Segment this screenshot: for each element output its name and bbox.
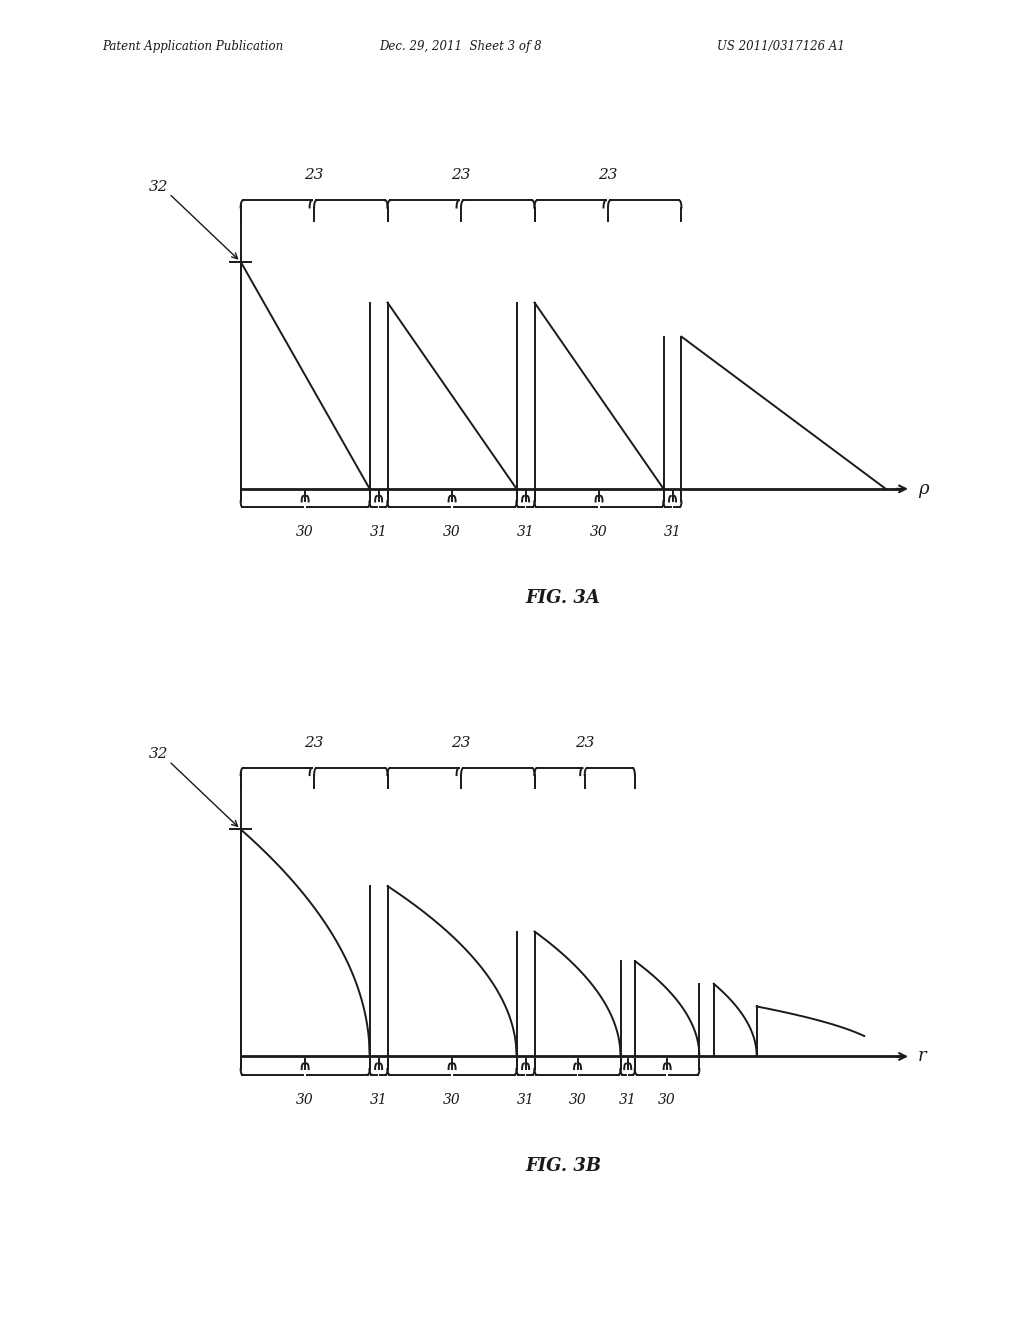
Text: ρ: ρ xyxy=(918,480,929,498)
Text: 23: 23 xyxy=(598,168,617,182)
Text: 23: 23 xyxy=(574,735,595,750)
Text: 30: 30 xyxy=(296,525,314,539)
Text: 30: 30 xyxy=(443,1093,461,1106)
Text: 30: 30 xyxy=(443,525,461,539)
Text: 32: 32 xyxy=(148,747,168,762)
Text: 31: 31 xyxy=(370,1093,387,1106)
Text: 23: 23 xyxy=(304,735,324,750)
Text: 31: 31 xyxy=(370,525,387,539)
Text: FIG. 3B: FIG. 3B xyxy=(525,1156,601,1175)
Text: Patent Application Publication: Patent Application Publication xyxy=(102,40,284,53)
Text: 32: 32 xyxy=(148,180,168,194)
Text: r: r xyxy=(918,1048,927,1065)
Text: 31: 31 xyxy=(517,1093,535,1106)
Text: 30: 30 xyxy=(296,1093,314,1106)
Text: 31: 31 xyxy=(664,525,681,539)
Text: US 2011/0317126 A1: US 2011/0317126 A1 xyxy=(717,40,845,53)
Text: 30: 30 xyxy=(568,1093,587,1106)
Text: 23: 23 xyxy=(304,168,324,182)
Text: 31: 31 xyxy=(517,525,535,539)
Text: Dec. 29, 2011  Sheet 3 of 8: Dec. 29, 2011 Sheet 3 of 8 xyxy=(379,40,542,53)
Text: 30: 30 xyxy=(590,525,608,539)
Text: FIG. 3A: FIG. 3A xyxy=(525,589,601,607)
Text: 30: 30 xyxy=(658,1093,676,1106)
Text: 31: 31 xyxy=(618,1093,637,1106)
Text: 23: 23 xyxy=(452,168,471,182)
Text: 23: 23 xyxy=(452,735,471,750)
